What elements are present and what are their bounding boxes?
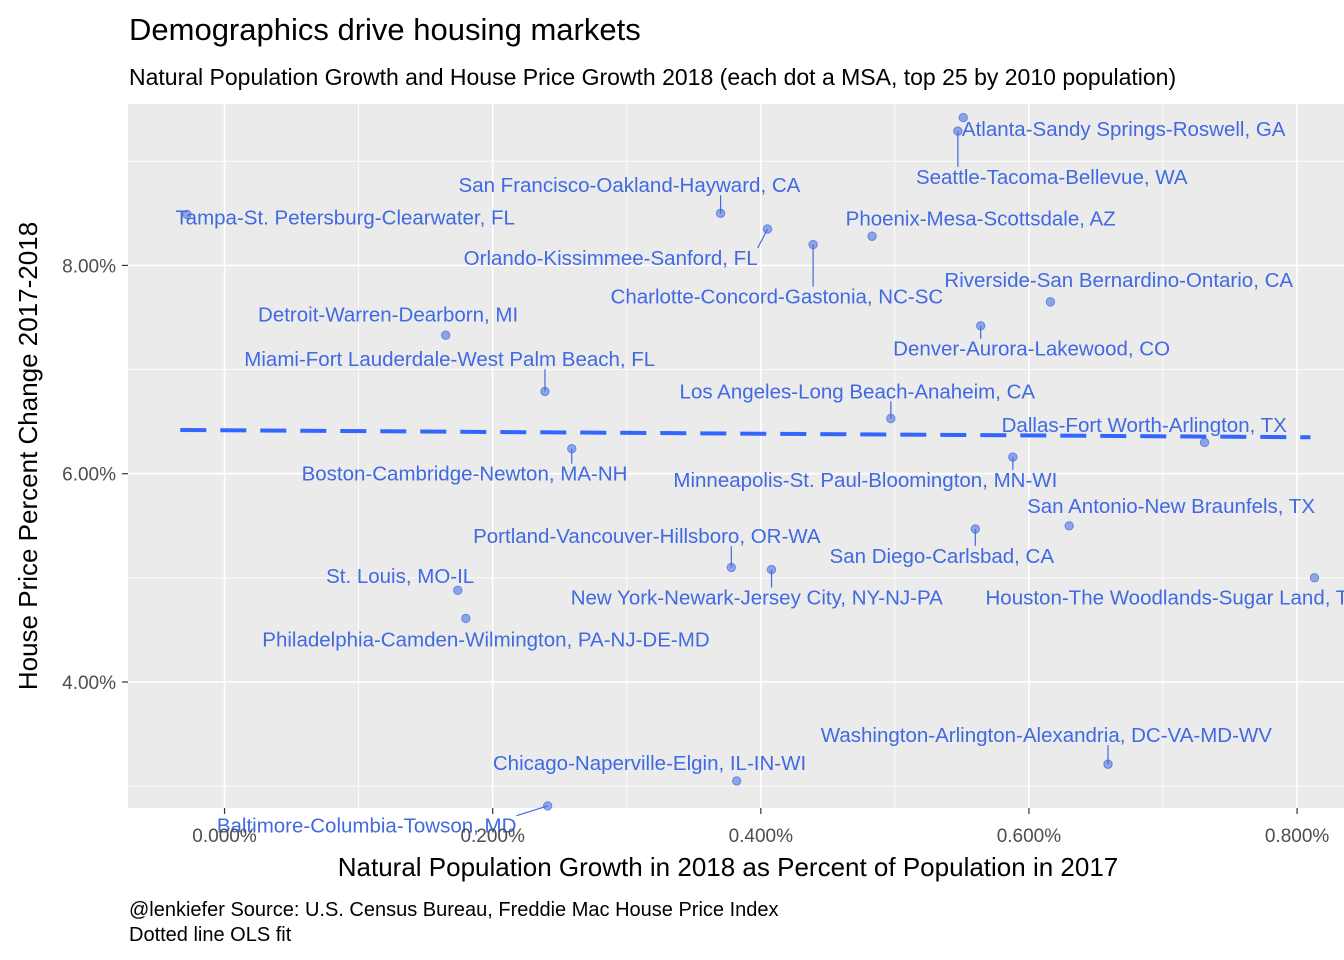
- data-point: [953, 126, 963, 136]
- point-label: Orlando-Kissimmee-Sanford, FL: [464, 247, 758, 270]
- data-point: [453, 585, 463, 596]
- point-label: Riverside-San Bernardino-Ontario, CA: [944, 269, 1293, 292]
- data-point: [975, 321, 986, 331]
- data-point: [1199, 437, 1210, 448]
- point-label: San Antonio-New Braunfels, TX: [1027, 495, 1315, 518]
- data-point: [808, 239, 818, 250]
- x-tick-label: 0.400%: [729, 826, 794, 847]
- major-gridlines: [128, 104, 1344, 808]
- point-label: Portland-Vancouver-Hillsboro, OR-WA: [473, 525, 821, 548]
- point-label: Los Angeles-Long Beach-Anaheim, CA: [680, 380, 1036, 403]
- point-label: San Diego-Carlsbad, CA: [830, 545, 1055, 568]
- point-label: San Francisco-Oakland-Hayward, CA: [459, 174, 801, 197]
- point-labels: Atlanta-Sandy Springs-Roswell, GA Seattle…: [175, 118, 1344, 838]
- data-point: [958, 112, 968, 123]
- point-label: Dallas-Fort Worth-Arlington, TX: [1002, 414, 1288, 437]
- data-point: [182, 209, 192, 220]
- caption-note: Dotted line OLS fit: [129, 924, 292, 946]
- point-label: Philadelphia-Camden-Wilmington, PA-NJ-DE…: [262, 628, 709, 651]
- data-point: [766, 564, 777, 575]
- data-point: [461, 613, 471, 624]
- point-label: Miami-Fort Lauderdale-West Palm Beach, F…: [244, 348, 655, 371]
- data-point: [715, 208, 726, 219]
- point-label: Denver-Aurora-Lakewood, CO: [893, 338, 1170, 361]
- data-point: [567, 444, 577, 454]
- data-point: [441, 330, 451, 340]
- leader-line: [516, 805, 548, 817]
- point-label: New York-Newark-Jersey City, NY-NJ-PA: [571, 587, 943, 610]
- point-label: Phoenix-Mesa-Scottsdale, AZ: [846, 208, 1116, 231]
- point-label: Minneapolis-St. Paul-Bloomington, MN-WI: [673, 469, 1057, 492]
- data-point: [731, 776, 742, 786]
- plot-panel: [128, 104, 1344, 808]
- point-label: St. Louis, MO-IL: [326, 565, 474, 588]
- data-point: [1103, 759, 1113, 769]
- data-point: [970, 524, 981, 534]
- minor-gridlines: [128, 104, 1344, 808]
- point-label: Seattle-Tacoma-Bellevue, WA: [916, 166, 1188, 189]
- data-point: [762, 224, 773, 234]
- data-point: [542, 801, 553, 811]
- x-tick-label: 0.000%: [192, 826, 257, 847]
- data-points: [182, 112, 1320, 811]
- data-point: [540, 386, 550, 397]
- caption-source: @lenkiefer Source: U.S. Census Bureau, F…: [129, 899, 779, 921]
- ols-fit-layer: [180, 427, 1311, 440]
- point-label: Boston-Cambridge-Newton, MA-NH: [302, 463, 628, 486]
- x-tick-label: 0.600%: [997, 826, 1062, 847]
- point-label: Atlanta-Sandy Springs-Roswell, GA: [962, 118, 1286, 141]
- point-label: Chicago-Naperville-Elgin, IL-IN-WI: [493, 752, 806, 775]
- y-tick-label: 8.00%: [62, 256, 116, 277]
- data-point: [1309, 573, 1320, 583]
- point-label: Baltimore-Columbia-Towson, MD: [217, 815, 517, 838]
- point-label: Charlotte-Concord-Gastonia, NC-SC: [611, 286, 944, 309]
- x-axis-title: Natural Population Growth in 2018 as Per…: [338, 852, 1119, 882]
- data-point: [1064, 521, 1074, 531]
- point-label: Houston-The Woodlands-Sugar Land, TX: [986, 587, 1344, 610]
- chart-title: Demographics drive housing markets: [129, 12, 641, 47]
- x-tick-label: 0.800%: [1265, 826, 1330, 847]
- data-point: [726, 562, 737, 573]
- point-label: Detroit-Warren-Dearborn, MI: [258, 303, 518, 326]
- data-point: [867, 231, 877, 241]
- data-point: [1045, 297, 1056, 307]
- data-point: [1008, 452, 1018, 462]
- point-label: Tampa-St. Petersburg-Clearwater, FL: [175, 207, 515, 230]
- y-axis-title: House Price Percent Change 2017-2018: [13, 222, 43, 690]
- chart-subtitle: Natural Population Growth and House Pric…: [129, 64, 1176, 90]
- x-tick-label: 0.200%: [460, 826, 525, 847]
- y-tick-label: 6.00%: [62, 465, 116, 486]
- y-tick-label: 4.00%: [62, 673, 116, 694]
- y-axis-ticks: 4.00% 6.00% 8.00%: [62, 256, 128, 694]
- ols-fit-line: [180, 427, 1311, 440]
- data-point: [886, 413, 896, 424]
- point-label: Washington-Arlington-Alexandria, DC-VA-M…: [821, 724, 1272, 747]
- x-axis-ticks: 0.000% 0.200% 0.400% 0.600% 0.800%: [192, 808, 1329, 847]
